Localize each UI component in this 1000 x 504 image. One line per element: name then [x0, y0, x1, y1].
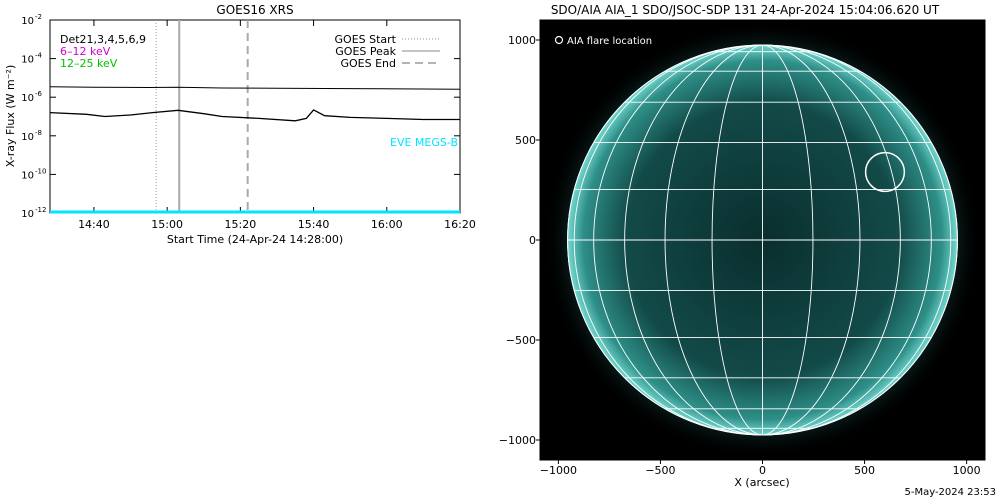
aia-y-axis: −1000 −500 0 500 1000	[499, 34, 540, 447]
goes-chart-title: GOES16 XRS	[216, 3, 293, 17]
y-tick-label: 10	[21, 16, 34, 27]
date-stamp: 5-May-2024 23:53	[904, 487, 996, 498]
x-tick-label: −500	[645, 464, 675, 477]
flare-location-circle	[864, 151, 906, 193]
eve-megs-b-annotation: EVE MEGS-B	[390, 136, 458, 149]
aia-sun-image	[544, 21, 981, 459]
goes-x-axis: 14:40 15:00 15:20 15:40 16:00 16:20	[78, 20, 476, 231]
y-tick-exponent: -8	[35, 129, 42, 137]
y-tick-label: 10	[21, 55, 34, 66]
heliographic-grid	[567, 44, 958, 436]
y-tick-label: 10	[21, 209, 34, 220]
x-tick-label: 15:20	[225, 218, 257, 231]
aia-x-axis-label: X (arcsec)	[734, 476, 789, 489]
legend-goes-peak: GOES Peak	[335, 45, 396, 58]
y-tick-label: 500	[515, 134, 536, 147]
goes-short-series-line	[49, 109, 460, 122]
y-tick-label: 0	[529, 234, 536, 247]
goes-long-series-line	[49, 86, 461, 90]
y-tick-exponent: -10	[35, 167, 46, 175]
flare-legend-label: AIA flare location	[567, 36, 652, 47]
legend-goes-start: GOES Start	[335, 33, 397, 46]
goes-event-legend: GOES Start GOES Peak GOES End	[335, 33, 440, 70]
x-tick-label: 500	[854, 464, 875, 477]
aia-chart-title: SDO/AIA AIA_1 SDO/JSOC-SDP 131 24-Apr-20…	[551, 3, 940, 17]
legend-6-12-kev: 6–12 keV	[60, 45, 111, 58]
y-tick-label: 1000	[508, 34, 536, 47]
longitude-line	[574, 44, 763, 436]
aia-x-axis: −1000 −500 0 500 1000	[540, 460, 981, 477]
goes-series	[49, 86, 461, 214]
longitude-line	[624, 44, 763, 436]
longitude-line	[762, 44, 901, 436]
y-tick-label: 10	[21, 170, 34, 181]
y-tick-exponent: -2	[35, 13, 42, 21]
longitude-line	[762, 44, 951, 436]
y-tick-exponent: -12	[35, 206, 46, 214]
x-tick-label: 1000	[953, 464, 981, 477]
x-tick-label: 16:00	[371, 218, 403, 231]
legend-detectors: Det21,3,4,5,6,9	[60, 33, 146, 46]
legend-12-25-kev: 12–25 keV	[60, 57, 118, 70]
goes-x-axis-label: Start Time (24-Apr-24 14:28:00)	[167, 233, 343, 246]
y-tick-label: −1000	[499, 434, 536, 447]
x-tick-label: 14:40	[78, 218, 110, 231]
x-tick-label: 0	[759, 464, 766, 477]
legend-goes-end: GOES End	[340, 57, 396, 70]
longitude-line	[711, 44, 763, 436]
y-tick-exponent: -6	[35, 90, 43, 98]
longitude-line	[593, 44, 763, 436]
y-tick-label: 10	[21, 132, 34, 143]
goes-y-axis-label: X-ray Flux (W m⁻²)	[4, 65, 17, 167]
longitude-line	[664, 44, 763, 436]
flare-legend-marker	[554, 35, 564, 45]
aia-image-chart: SDO/AIA AIA_1 SDO/JSOC-SDP 131 24-Apr-20…	[499, 3, 986, 489]
solar-limb	[567, 44, 958, 436]
y-tick-exponent: -4	[35, 52, 43, 60]
longitude-line	[762, 44, 932, 436]
y-tick-label: 10	[21, 93, 34, 104]
x-tick-label: −1000	[540, 464, 577, 477]
x-tick-label: 16:20	[444, 218, 476, 231]
y-tick-label: −500	[506, 334, 536, 347]
x-tick-label: 15:40	[298, 218, 330, 231]
x-tick-label: 15:00	[151, 218, 183, 231]
longitude-line	[762, 44, 861, 436]
longitude-line	[762, 44, 814, 436]
goes-event-lines	[155, 20, 249, 213]
